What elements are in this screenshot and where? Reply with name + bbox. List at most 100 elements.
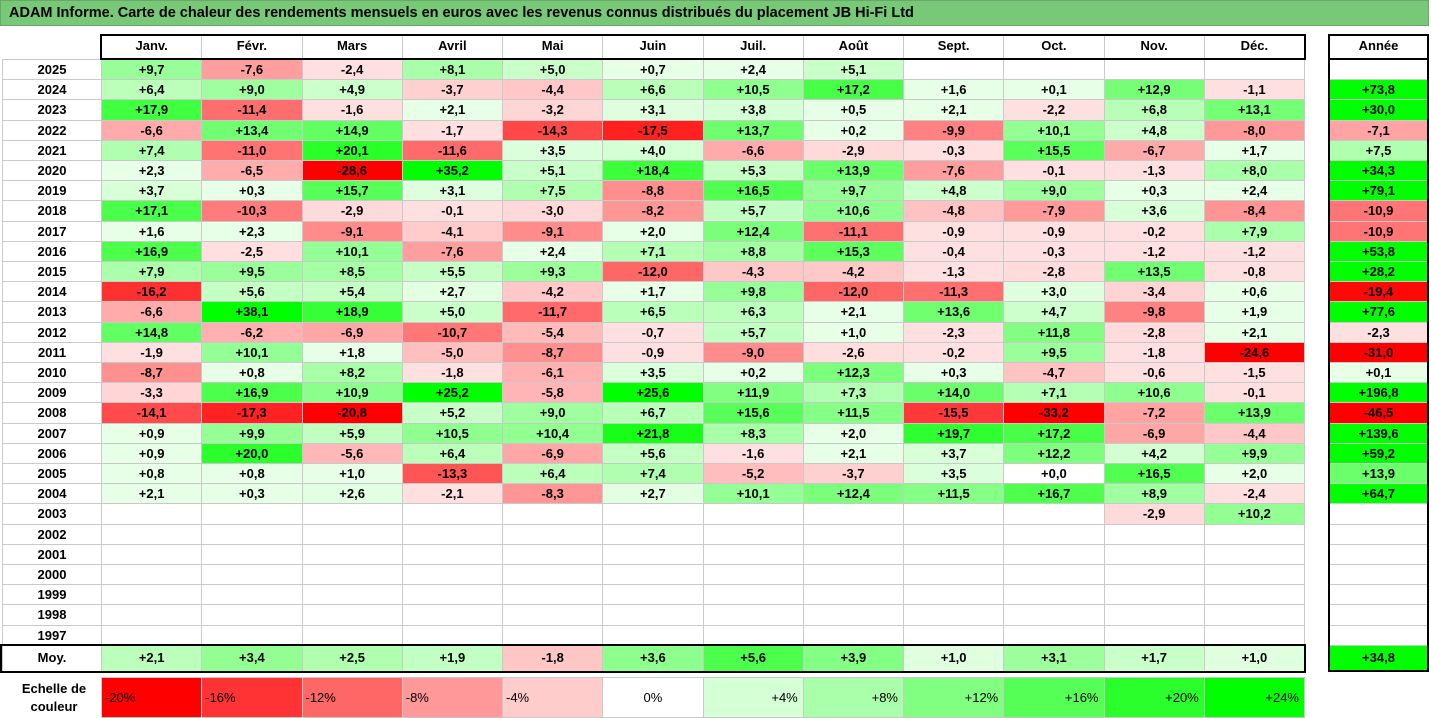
heatmap-cell bbox=[301, 624, 403, 646]
heatmap-cell bbox=[602, 543, 704, 565]
heatmap-cell: +8,5 bbox=[301, 261, 403, 283]
year-label: 2019 bbox=[2, 180, 102, 202]
heatmap-cell: +3,6 bbox=[1103, 200, 1205, 222]
heatmap-cell bbox=[1103, 564, 1205, 586]
heatmap-cell: -7,6 bbox=[401, 240, 503, 262]
average-cell: +1,0 bbox=[903, 645, 1005, 672]
heatmap-cell bbox=[1003, 503, 1105, 525]
heatmap-cell: +9,0 bbox=[502, 402, 604, 424]
annual-cell bbox=[1329, 503, 1428, 525]
heatmap-cell bbox=[502, 543, 604, 565]
heatmap-cell: +10,1 bbox=[702, 483, 804, 505]
heatmap-cell bbox=[401, 523, 503, 545]
heatmap-cell: +21,8 bbox=[602, 422, 704, 444]
scale-swatch: +20% bbox=[1103, 677, 1205, 718]
heatmap-cell: -11,6 bbox=[401, 139, 503, 161]
heatmap-cell: -6,6 bbox=[101, 301, 203, 323]
heatmap-cell: -0,3 bbox=[1003, 240, 1105, 262]
heatmap-cell: -1,2 bbox=[1103, 240, 1205, 262]
heatmap-cell bbox=[903, 543, 1005, 565]
heatmap-cell bbox=[201, 543, 303, 565]
heatmap-cell: +16,5 bbox=[1103, 463, 1205, 485]
heatmap-cell bbox=[502, 564, 604, 586]
heatmap-cell: -4,7 bbox=[1003, 362, 1105, 384]
heatmap-cell: -9,8 bbox=[1103, 301, 1205, 323]
scale-swatch: -8% bbox=[401, 677, 503, 718]
annual-cell: +0,1 bbox=[1329, 362, 1428, 384]
year-label: 2020 bbox=[2, 160, 102, 182]
heatmap-cell: +4,8 bbox=[903, 180, 1005, 202]
heatmap-cell: +3,1 bbox=[602, 99, 704, 121]
heatmap-cell: -6,6 bbox=[702, 139, 804, 161]
heatmap-cell: +1,7 bbox=[602, 281, 704, 303]
heatmap-cell: +2,0 bbox=[602, 220, 704, 242]
heatmap-cell: +9,3 bbox=[502, 261, 604, 283]
heatmap-cell: -9,9 bbox=[903, 119, 1005, 141]
heatmap-cell: -8,7 bbox=[502, 341, 604, 363]
heatmap-cell bbox=[1003, 564, 1105, 586]
heatmap-cell bbox=[301, 584, 403, 606]
heatmap-cell: +6,3 bbox=[702, 301, 804, 323]
heatmap-cell: +0,3 bbox=[201, 483, 303, 505]
heatmap-cell: +10,9 bbox=[301, 382, 403, 404]
heatmap-cell: +17,2 bbox=[802, 79, 904, 101]
year-label: 2018 bbox=[2, 200, 102, 222]
heatmap-cell: -8,3 bbox=[502, 483, 604, 505]
heatmap-cell: -2,1 bbox=[401, 483, 503, 505]
average-cell: +1,7 bbox=[1103, 645, 1205, 672]
heatmap-cell bbox=[602, 584, 704, 606]
heatmap-cell: -6,9 bbox=[502, 442, 604, 464]
heatmap-cell: +2,0 bbox=[802, 422, 904, 444]
heatmap-cell bbox=[602, 624, 704, 646]
heatmap-cell: -5,4 bbox=[502, 321, 604, 343]
heatmap-cell: -11,7 bbox=[502, 301, 604, 323]
heatmap-cell: +5,7 bbox=[702, 321, 804, 343]
heatmap-cell bbox=[1203, 59, 1305, 81]
annual-cell: +7,5 bbox=[1329, 139, 1428, 161]
year-label: 1997 bbox=[2, 624, 102, 646]
heatmap-cell: +13,6 bbox=[903, 301, 1005, 323]
heatmap-cell: +5,3 bbox=[702, 160, 804, 182]
heatmap-cell: -2,6 bbox=[802, 341, 904, 363]
heatmap-cell: +10,1 bbox=[301, 240, 403, 262]
month-header: Sept. bbox=[903, 35, 1005, 60]
year-label: 2022 bbox=[2, 119, 102, 141]
scale-swatch: -16% bbox=[201, 677, 303, 718]
heatmap-cell bbox=[301, 564, 403, 586]
heatmap-cell: -2,4 bbox=[301, 59, 403, 81]
heatmap-cell bbox=[1203, 624, 1305, 646]
heatmap-cell bbox=[502, 523, 604, 545]
year-label: 2016 bbox=[2, 240, 102, 262]
heatmap-cell: +11,5 bbox=[802, 402, 904, 424]
annual-cell: +34,3 bbox=[1329, 160, 1428, 182]
heatmap-cell: +11,8 bbox=[1003, 321, 1105, 343]
heatmap-cell: +9,7 bbox=[802, 180, 904, 202]
heatmap-cell: -13,3 bbox=[401, 463, 503, 485]
heatmap-cell bbox=[201, 564, 303, 586]
heatmap-cell: +12,9 bbox=[1103, 79, 1205, 101]
heatmap-cell: -11,3 bbox=[903, 281, 1005, 303]
scale-swatch: +24% bbox=[1203, 677, 1305, 718]
heatmap-cell: +7,1 bbox=[602, 240, 704, 262]
heatmap-cell: +0,6 bbox=[1203, 281, 1305, 303]
heatmap-cell: +3,5 bbox=[903, 463, 1005, 485]
heatmap-cell: -7,2 bbox=[1103, 402, 1205, 424]
month-header: Mars bbox=[301, 35, 403, 60]
heatmap-cell bbox=[1103, 584, 1205, 606]
heatmap-cell: +0,2 bbox=[802, 119, 904, 141]
heatmap-cell bbox=[1203, 523, 1305, 545]
heatmap-cell: +3,1 bbox=[401, 180, 503, 202]
heatmap-cell: -1,6 bbox=[301, 99, 403, 121]
heatmap-cell: -11,0 bbox=[201, 139, 303, 161]
heatmap-cell: +5,6 bbox=[602, 442, 704, 464]
heatmap-cell: -2,5 bbox=[201, 240, 303, 262]
heatmap-cell: +15,6 bbox=[702, 402, 804, 424]
heatmap-cell bbox=[1203, 584, 1305, 606]
heatmap-cell: -3,7 bbox=[802, 463, 904, 485]
heatmap-cell: -4,8 bbox=[903, 200, 1005, 222]
heatmap-cell: -6,7 bbox=[1103, 139, 1205, 161]
year-label: 2006 bbox=[2, 442, 102, 464]
heatmap-cell: +14,0 bbox=[903, 382, 1005, 404]
heatmap-cell: -7,9 bbox=[1003, 200, 1105, 222]
heatmap-cell bbox=[201, 584, 303, 606]
